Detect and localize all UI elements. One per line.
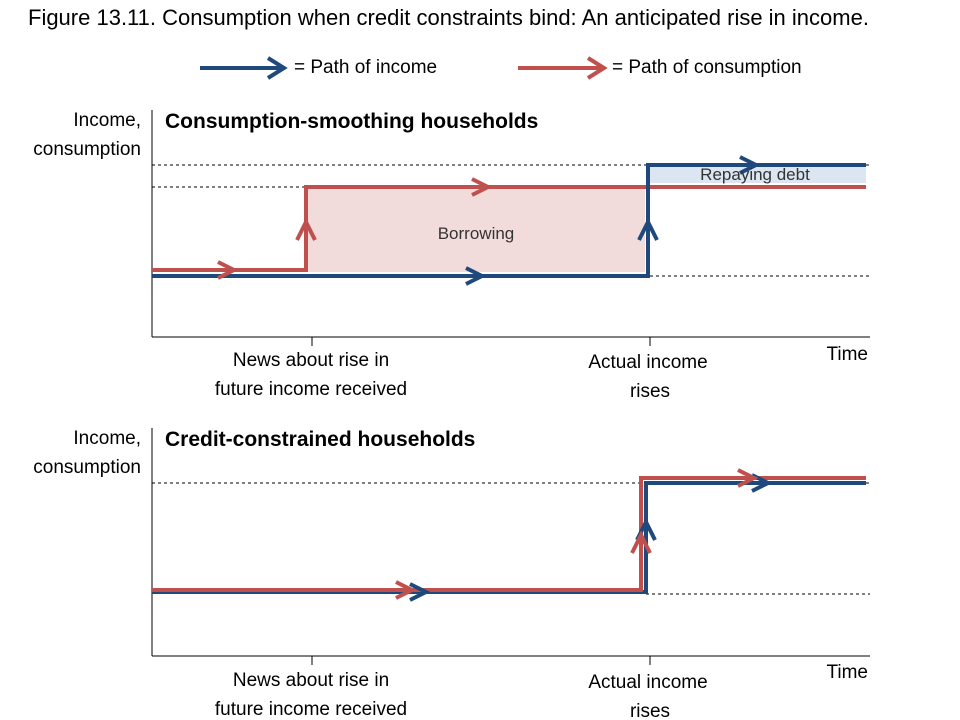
x-label: Actual income bbox=[588, 352, 707, 373]
consumption-arrows bbox=[217, 177, 493, 280]
y-label: Income, bbox=[73, 110, 141, 131]
x-label: Actual income bbox=[588, 672, 707, 693]
repaying-area bbox=[650, 166, 866, 183]
income-arrows bbox=[465, 155, 761, 286]
x-label: rises bbox=[630, 701, 670, 720]
y-label: consumption bbox=[33, 457, 141, 478]
legend-label: = Path of income bbox=[294, 57, 437, 78]
x-label: rises bbox=[630, 381, 670, 402]
panel-title: Credit-constrained households bbox=[165, 428, 475, 451]
x-label: News about rise in bbox=[233, 670, 389, 691]
x-label: future income received bbox=[215, 379, 407, 400]
legend-label: = Path of consumption bbox=[612, 57, 802, 78]
panel-bottom: Income, consumption Credit-constrained h… bbox=[33, 428, 870, 720]
annotation: Repaying debt bbox=[700, 165, 810, 184]
borrowing-area bbox=[306, 187, 645, 272]
x-axis-label: Time bbox=[826, 344, 868, 365]
income-arrows bbox=[409, 473, 773, 602]
legend: = Path of income = Path of consumption bbox=[200, 56, 802, 80]
y-label: consumption bbox=[33, 139, 141, 160]
annotation: Borrowing bbox=[438, 224, 515, 243]
consumption-path bbox=[152, 185, 866, 272]
figure-title: Figure 13.11. Consumption when credit co… bbox=[28, 5, 869, 30]
panel-top: Income, consumption Consumption-smoothin… bbox=[33, 110, 870, 402]
x-label: News about rise in bbox=[233, 350, 389, 371]
consumption-arrows bbox=[395, 468, 759, 600]
income-path bbox=[152, 481, 866, 594]
panel-title: Consumption-smoothing households bbox=[165, 110, 538, 133]
legend-consumption-arrow bbox=[518, 56, 608, 80]
x-axis-label: Time bbox=[826, 662, 868, 683]
legend-income-arrow bbox=[200, 56, 288, 80]
x-label: future income received bbox=[215, 699, 407, 720]
consumption-path bbox=[152, 476, 866, 592]
y-label: Income, bbox=[73, 428, 141, 449]
